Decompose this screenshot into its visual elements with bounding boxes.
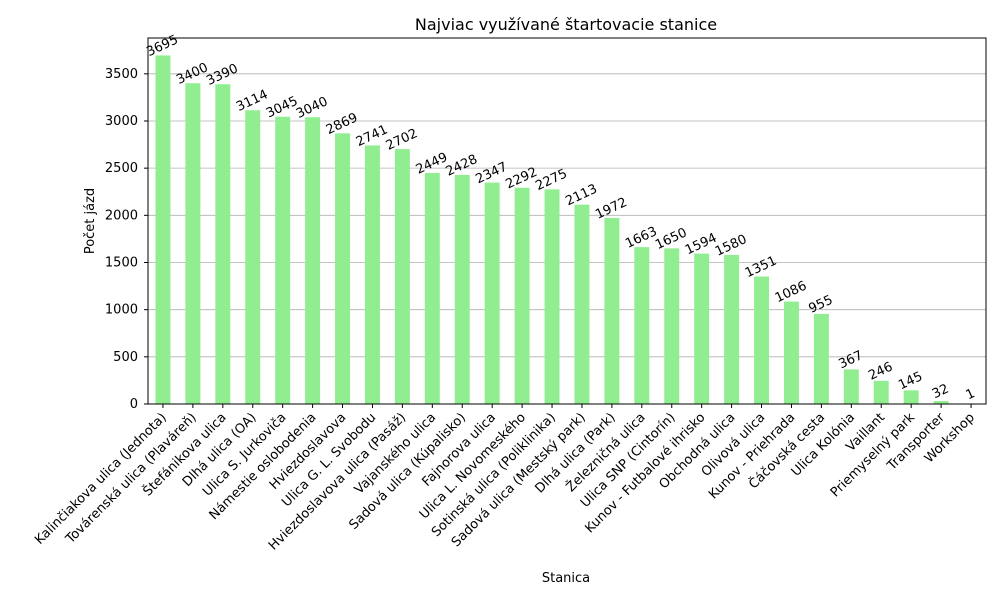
bar [754, 276, 770, 404]
bar [185, 83, 201, 404]
bar [694, 253, 710, 404]
bar [634, 247, 650, 404]
data-label: 367 [836, 348, 865, 372]
bar [394, 149, 410, 404]
chart-title: Najviac využívané štartovacie stanice [415, 15, 717, 34]
bar [813, 313, 829, 404]
y-axis-label: Počet jázd [83, 188, 98, 254]
bar [215, 84, 231, 404]
bar [574, 204, 590, 404]
bar [155, 55, 171, 405]
y-tick-label: 3000 [105, 114, 138, 129]
bar [514, 187, 530, 404]
y-tick-label: 1500 [105, 255, 138, 270]
bar [843, 369, 859, 404]
bar [305, 117, 321, 405]
bar [484, 182, 500, 404]
bar [604, 217, 620, 404]
y-tick-label: 500 [113, 350, 138, 365]
bar [454, 174, 470, 404]
x-axis-label: Stanica [542, 571, 590, 586]
bar [724, 254, 740, 404]
y-tick-label: 3500 [105, 67, 138, 82]
bar [933, 400, 949, 404]
y-tick-label: 2500 [105, 161, 138, 176]
plot-frame [147, 37, 987, 405]
bar [364, 145, 380, 404]
bar [903, 390, 919, 404]
bar [245, 110, 261, 405]
y-tick-label: 0 [130, 397, 138, 412]
bar [335, 133, 351, 404]
bar [783, 301, 799, 404]
bar [275, 116, 291, 405]
bar [664, 248, 680, 404]
data-label: 955 [806, 293, 835, 317]
bar [424, 172, 440, 404]
data-label: 246 [866, 360, 895, 384]
bar [544, 189, 560, 404]
y-tick-label: 2000 [105, 208, 138, 223]
data-label: 145 [896, 369, 925, 393]
bar [873, 380, 889, 404]
y-tick-label: 1000 [105, 303, 138, 318]
data-label: 1 [964, 386, 978, 403]
data-label: 32 [930, 382, 951, 403]
